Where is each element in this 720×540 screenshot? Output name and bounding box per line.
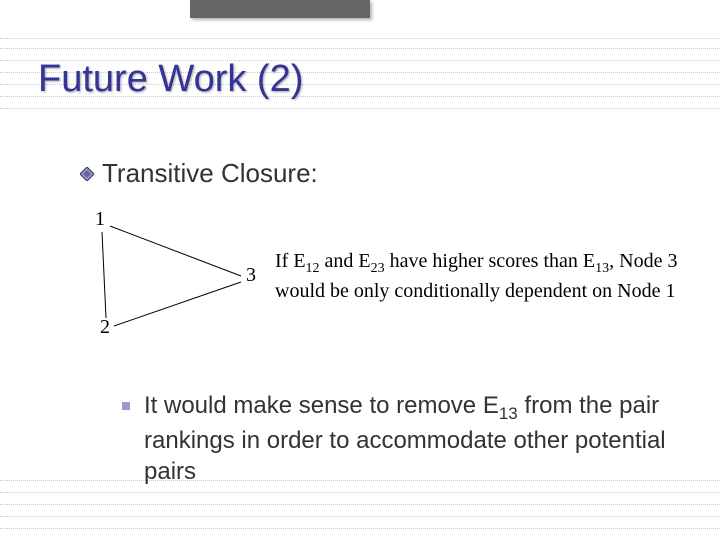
square-bullet-icon bbox=[122, 402, 130, 410]
edge-1-2 bbox=[102, 232, 106, 318]
node-3-label: 3 bbox=[246, 264, 256, 287]
node-1-label: 1 bbox=[95, 208, 105, 231]
hrule bbox=[0, 48, 720, 49]
slide-title: Future Work (2) bbox=[38, 58, 303, 101]
hrule bbox=[0, 492, 720, 493]
node-2-label: 2 bbox=[100, 316, 110, 339]
bullet-remove-e13: It would make sense to remove E13 from t… bbox=[122, 390, 682, 487]
top-accent-bar bbox=[190, 0, 370, 18]
edge-2-3 bbox=[114, 282, 241, 326]
hrule bbox=[0, 38, 720, 39]
diamond-bullet-icon bbox=[80, 167, 94, 181]
hrule bbox=[0, 516, 720, 517]
hrule bbox=[0, 108, 720, 109]
hrule bbox=[0, 528, 720, 529]
bullet1-text: Transitive Closure: bbox=[102, 158, 318, 189]
bullet-transitive-closure: Transitive Closure: bbox=[80, 158, 318, 189]
hrule bbox=[0, 504, 720, 505]
edge-1-3 bbox=[110, 226, 241, 276]
explanation-text: If E12 and E23 have higher scores than E… bbox=[275, 248, 695, 304]
bullet2-text: It would make sense to remove E13 from t… bbox=[144, 390, 682, 487]
